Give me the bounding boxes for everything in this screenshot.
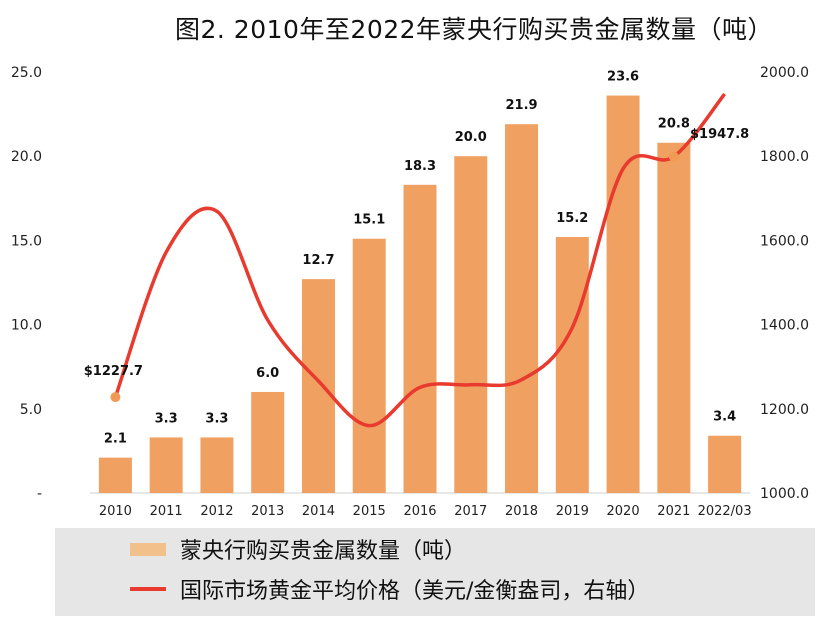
legend-line-label: 国际市场黄金平均价格（美元/金衡盎司，右轴） — [180, 579, 650, 604]
x-tick-label: 2011 — [150, 504, 183, 519]
legend-item-line: 国际市场黄金平均价格（美元/金衡盎司，右轴） — [130, 572, 649, 606]
bar-label-box — [709, 405, 740, 426]
x-tick-label: 2016 — [403, 504, 436, 519]
y-right-tick-label: 1000.0 — [760, 486, 809, 502]
bar-label-box — [201, 407, 232, 428]
bar — [149, 437, 183, 493]
bar — [403, 184, 437, 493]
chart-title: 图2. 2010年至2022年蒙央行购买贵金属数量（吨） — [175, 15, 774, 44]
y-left-tick-label: 25.0 — [11, 65, 42, 81]
y-left-tick-label: 20.0 — [11, 149, 42, 165]
bar-label-box — [553, 207, 592, 228]
bar — [454, 156, 488, 493]
bar-value-label: 15.2 — [556, 211, 588, 226]
y-right-tick-label: 1800.0 — [760, 149, 809, 165]
bar-value-label: 3.4 — [713, 410, 736, 425]
x-tick-label: 2022/03 — [698, 504, 752, 519]
line-series — [110, 92, 726, 428]
x-tick-label: 2013 — [251, 504, 284, 519]
bar — [251, 391, 285, 493]
bar-value-label: 18.3 — [404, 159, 436, 174]
bar-label-box — [451, 126, 490, 147]
bar-label-box — [252, 361, 283, 382]
y-left-tick-label: - — [37, 486, 42, 502]
y-left-tick-label: 10.0 — [11, 318, 42, 334]
bar-label-box — [151, 407, 182, 428]
bar-label-box — [604, 65, 643, 86]
bar — [98, 457, 132, 493]
bar — [200, 437, 234, 493]
bar-label-box — [401, 154, 439, 175]
line-point-marker — [110, 392, 121, 403]
line-point-label: $1227.7 — [84, 364, 143, 379]
bar-label-box — [100, 427, 131, 448]
bar-value-label: 20.0 — [455, 130, 487, 145]
bar-value-label: 21.9 — [505, 98, 537, 113]
x-tick-label: 2019 — [556, 504, 589, 519]
x-tick-label: 2021 — [657, 504, 690, 519]
bar — [301, 279, 335, 493]
y-left-tick-label: 5.0 — [20, 402, 42, 418]
legend-bar-swatch — [130, 542, 166, 556]
chart-canvas: - 5.0 10.0 15.0 20.0 25.0 1000.0 1200.0 1400.0 16… — [11, 65, 809, 519]
y-right-tick-label: 1200.0 — [760, 402, 809, 418]
x-tick-label: 2020 — [607, 504, 640, 519]
bar — [555, 237, 589, 493]
x-tick-label: 2015 — [353, 504, 386, 519]
bar-label-box — [350, 208, 389, 229]
data-labels: 2.1 3.3 3.3 6.0 12.7 15.1 18.3 20.0 21.9 15.2 23.6… — [84, 65, 749, 448]
y-right-tick-label: 1600.0 — [760, 233, 809, 249]
bar-value-label: 3.3 — [155, 411, 178, 426]
legend-bar-label: 蒙央行购买贵金属数量（吨） — [180, 539, 467, 564]
line-point-marker — [668, 151, 679, 162]
x-tick-label: 2017 — [454, 504, 487, 519]
bar — [657, 142, 691, 493]
axes: - 5.0 10.0 15.0 20.0 25.0 1000.0 1200.0 1400.0 16… — [11, 65, 809, 519]
legend-item-bars: 蒙央行购买贵金属数量（吨） — [130, 532, 466, 566]
y-right-tick-label: 1400.0 — [760, 318, 809, 334]
x-tick-label: 2010 — [99, 504, 132, 519]
bar — [606, 95, 640, 494]
bar-value-label: 3.3 — [205, 411, 228, 426]
bar-label-box — [654, 112, 693, 133]
gold-price-line — [113, 92, 726, 428]
bar-value-label: 20.8 — [658, 117, 690, 132]
legend: 蒙央行购买贵金属数量（吨） 国际市场黄金平均价格（美元/金衡盎司，右轴） — [55, 528, 815, 616]
bar — [708, 435, 742, 493]
x-tick-label: 2014 — [302, 504, 335, 519]
bar-label-box — [299, 249, 338, 270]
bar-value-label: 2.1 — [104, 432, 127, 447]
bar-series — [98, 95, 742, 494]
line-point-label: $1947.8 — [690, 127, 749, 142]
bar — [352, 238, 386, 493]
x-tick-label: 2012 — [200, 504, 233, 519]
x-tick-label: 2018 — [505, 504, 538, 519]
y-left-tick-label: 15.0 — [11, 233, 42, 249]
bar — [505, 124, 539, 493]
bar-value-label: 23.6 — [607, 70, 639, 85]
bar-value-label: 12.7 — [302, 253, 334, 268]
bar-value-label: 6.0 — [256, 366, 279, 381]
bar-value-label: 15.1 — [353, 213, 385, 228]
legend-line-swatch — [130, 587, 166, 591]
bar-label-box — [502, 94, 541, 115]
y-right-tick-label: 2000.0 — [760, 65, 809, 81]
